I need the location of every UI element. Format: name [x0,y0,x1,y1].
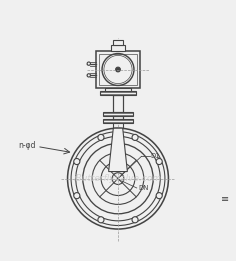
Bar [113,40,123,45]
Bar [113,116,123,119]
Bar [105,88,131,91]
Circle shape [98,134,104,140]
Text: iButterflyValve.com: iButterflyValve.com [74,174,162,183]
Circle shape [132,217,138,223]
Text: n-φd: n-φd [18,141,36,150]
Text: ≡: ≡ [221,194,229,204]
Circle shape [87,74,90,77]
Polygon shape [109,128,127,171]
Bar [111,45,125,51]
Bar [103,119,133,123]
Bar [99,54,137,85]
Circle shape [74,158,80,165]
Text: D1: D1 [150,153,160,159]
Circle shape [74,193,80,199]
Circle shape [156,158,162,165]
Bar [113,95,123,112]
Bar [100,91,136,95]
Circle shape [156,193,162,199]
Circle shape [116,67,120,72]
Bar [103,112,133,116]
Text: DN: DN [138,185,148,191]
Circle shape [98,217,104,223]
Circle shape [87,62,90,65]
Bar [96,51,140,88]
Circle shape [132,134,138,140]
